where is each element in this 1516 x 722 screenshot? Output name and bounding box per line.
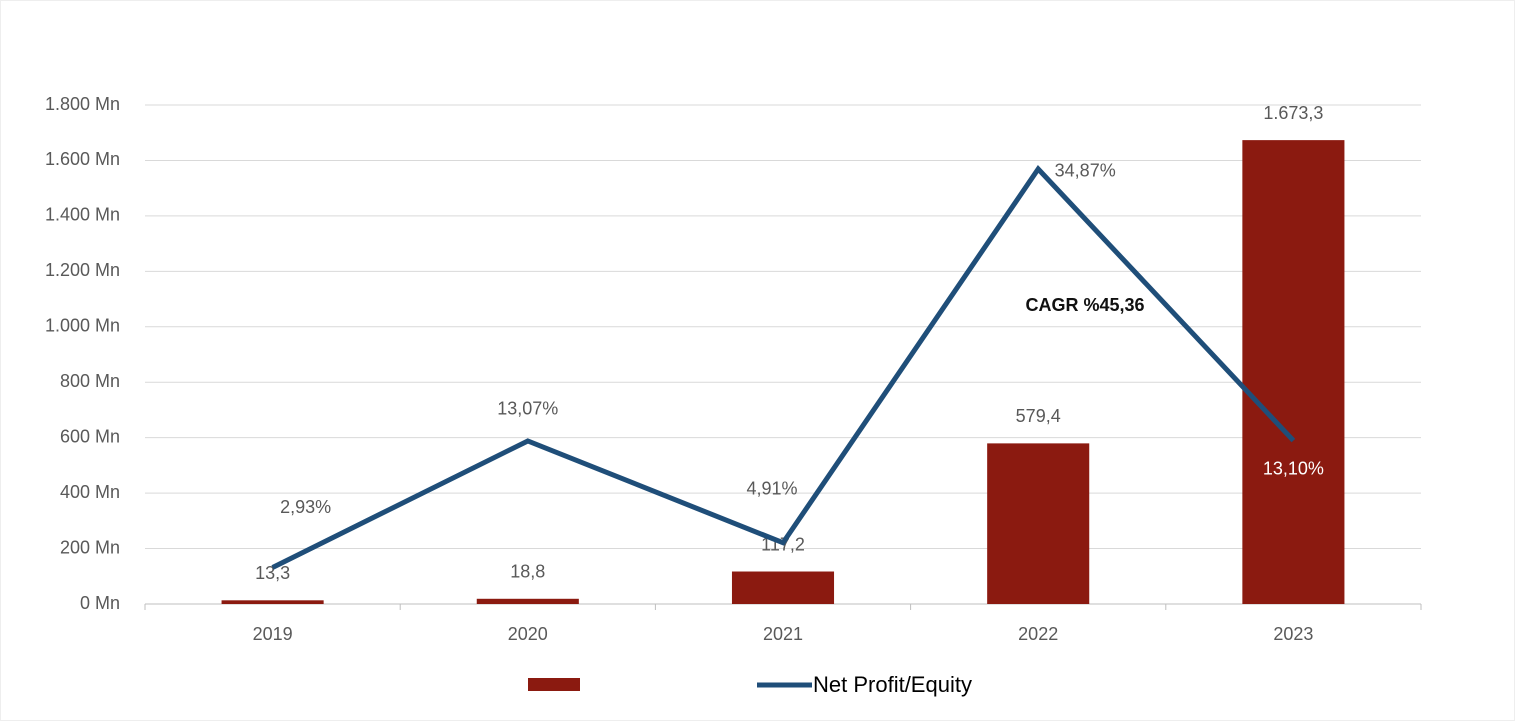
x-tick-label: 2021 xyxy=(763,624,803,644)
y-tick-label: 1.600 Mn xyxy=(45,149,120,169)
y-tick-label: 1.400 Mn xyxy=(45,205,120,225)
y-tick-label: 800 Mn xyxy=(60,371,120,391)
line-value-label: 13,10% xyxy=(1263,458,1324,478)
bar-value-label: 18,8 xyxy=(510,562,545,582)
x-tick-label: 2023 xyxy=(1273,624,1313,644)
line-value-label: 34,87% xyxy=(1055,161,1116,181)
x-tick-label: 2020 xyxy=(508,624,548,644)
bar xyxy=(731,571,835,604)
line xyxy=(271,165,1296,570)
y-tick-label: 1.800 Mn xyxy=(45,94,120,114)
line-value-label: 4,91% xyxy=(746,478,797,498)
y-tick-label: 1.200 Mn xyxy=(45,260,120,280)
x-tick-label: 2022 xyxy=(1018,624,1058,644)
y-tick-label: 1.000 Mn xyxy=(45,316,120,336)
line-value-label: 13,07% xyxy=(497,399,558,419)
x-tick-label: 2019 xyxy=(253,624,293,644)
bar xyxy=(987,443,1090,604)
bar xyxy=(221,600,324,604)
y-tick-label: 200 Mn xyxy=(60,537,120,557)
legend-swatch xyxy=(528,678,580,691)
y-tick-label: 400 Mn xyxy=(60,482,120,502)
bar xyxy=(1242,140,1345,604)
bar-value-label: 579,4 xyxy=(1016,406,1061,426)
y-tick-label: 0 Mn xyxy=(80,593,120,613)
bar-value-label: 13,3 xyxy=(255,563,290,583)
bar-value-label: 1.673,3 xyxy=(1263,103,1323,123)
y-tick-label: 600 Mn xyxy=(60,426,120,446)
annotation: CAGR %45,36 xyxy=(1025,295,1144,315)
bar xyxy=(476,598,579,604)
line-value-label: 2,93% xyxy=(280,497,331,517)
legend-label: Net Profit/Equity xyxy=(813,672,972,697)
